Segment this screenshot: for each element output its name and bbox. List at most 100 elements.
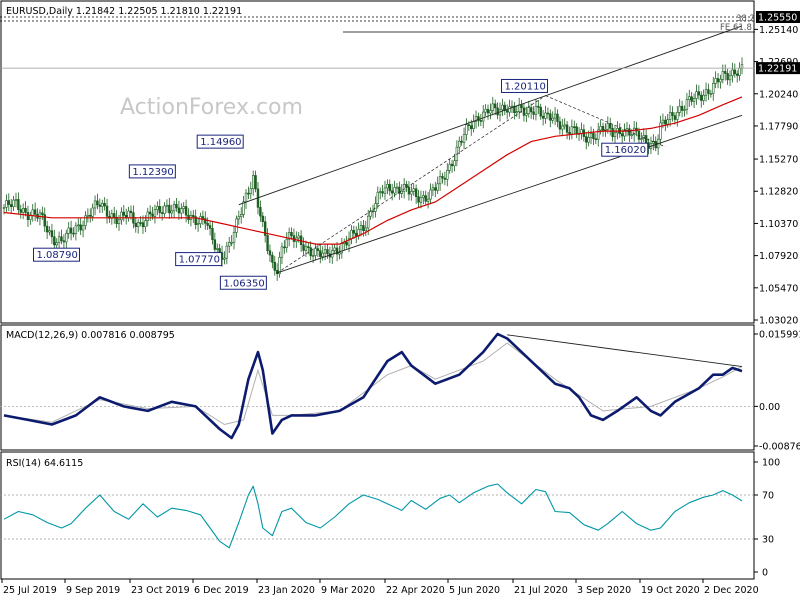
x-tick-label: 9 Mar 2020 — [321, 585, 375, 596]
candle-body — [565, 124, 569, 133]
candle-body — [726, 73, 729, 81]
candle-body — [558, 121, 562, 130]
candle-body — [45, 225, 49, 233]
candle-body — [438, 176, 442, 185]
candle-body — [338, 252, 341, 255]
candle-body — [177, 207, 181, 214]
candle-body — [254, 175, 257, 190]
candle-body — [700, 94, 703, 101]
candle-body — [611, 127, 614, 138]
candle-body — [592, 133, 595, 139]
candle-body — [268, 250, 272, 256]
candle-body — [594, 138, 598, 140]
candle-body — [117, 219, 121, 224]
candle-body — [683, 109, 686, 111]
candle-body — [29, 215, 32, 220]
candle-body — [448, 163, 451, 171]
candle-body — [172, 204, 176, 212]
candle-body — [381, 191, 384, 194]
candle-body — [556, 113, 559, 122]
candle-body — [367, 215, 370, 229]
candle-body — [259, 207, 262, 217]
y-tick-label: 1.12820 — [759, 187, 798, 198]
candle-body — [316, 248, 320, 251]
candle-body — [165, 204, 169, 207]
moving-average-line — [3, 96, 743, 245]
candle-body — [347, 238, 351, 246]
candle-body — [484, 108, 487, 113]
candle-body — [472, 121, 475, 130]
svg-text:1.16020: 1.16020 — [605, 145, 646, 156]
y-tick-label: 1.05470 — [759, 283, 798, 294]
candle-body — [517, 104, 521, 113]
candle-body — [266, 235, 269, 251]
candle-body — [630, 134, 633, 137]
candle-body — [235, 218, 238, 233]
y-tick-label: 1.15270 — [759, 155, 798, 166]
candle-body — [247, 192, 250, 195]
candle-body — [199, 216, 202, 224]
trendline-upper-channel — [238, 25, 743, 206]
x-tick-label: 23 Oct 2019 — [131, 585, 190, 596]
candle-body — [81, 225, 85, 231]
candle-body — [613, 132, 617, 138]
candle-body — [553, 113, 557, 119]
candle-body — [388, 184, 391, 192]
candle-body — [77, 224, 80, 227]
candle-body — [601, 126, 605, 131]
candle-body — [733, 69, 737, 75]
price-title: EURUSD,Daily 1.21842 1.22505 1.21810 1.2… — [6, 6, 242, 17]
candle-body — [585, 136, 588, 143]
candle-body — [489, 110, 492, 114]
candle-body — [311, 255, 315, 257]
candle-body — [551, 117, 554, 121]
candle-body — [393, 187, 396, 194]
last-price-badge: 1.22191 — [756, 62, 800, 75]
candle-body — [91, 207, 94, 217]
y-tick-label: -0.00876 — [759, 442, 800, 453]
x-tick-label: 3 Sep 2020 — [577, 585, 631, 596]
pivot-label: 1.20110 — [501, 78, 549, 93]
candle-body — [170, 210, 173, 214]
candle-body — [93, 200, 97, 209]
candle-body — [666, 119, 669, 125]
candle-body — [443, 177, 447, 180]
x-tick-label: 22 Apr 2020 — [386, 585, 445, 596]
candle-body — [237, 216, 241, 220]
svg-text:1.08790: 1.08790 — [37, 250, 78, 261]
candle-body — [695, 91, 698, 99]
candle-body — [65, 233, 68, 243]
candle-body — [441, 176, 444, 179]
candle-body — [158, 206, 161, 213]
y-tick-label: 1.07920 — [759, 251, 798, 262]
candle-body — [67, 227, 70, 234]
candle-body — [98, 204, 102, 207]
svg-text:1.20110: 1.20110 — [505, 81, 546, 92]
candle-body — [211, 228, 214, 241]
candle-body — [283, 246, 286, 249]
candle-body — [544, 112, 547, 119]
candle-body — [321, 252, 324, 257]
candle-body — [685, 99, 689, 110]
candle-body — [115, 216, 118, 224]
candle-body — [719, 79, 722, 83]
y-tick-label: 1.20240 — [759, 89, 798, 100]
candle-body — [534, 105, 538, 115]
candle-body — [261, 215, 264, 222]
candle-body — [652, 141, 655, 144]
candle-body — [414, 188, 418, 197]
candle-body — [304, 246, 308, 251]
candle-body — [606, 123, 610, 130]
candle-body — [309, 247, 312, 257]
candle-body — [429, 189, 432, 200]
candle-body — [434, 187, 437, 191]
candle-body — [462, 134, 466, 143]
candle-body — [395, 186, 399, 189]
fib-label: 38.2 — [736, 14, 755, 24]
candle-body — [422, 195, 425, 198]
candle-body — [160, 212, 164, 214]
candle-body — [575, 126, 578, 135]
candle-body — [228, 241, 231, 247]
candle-body — [446, 170, 449, 180]
candle-body — [204, 218, 207, 224]
